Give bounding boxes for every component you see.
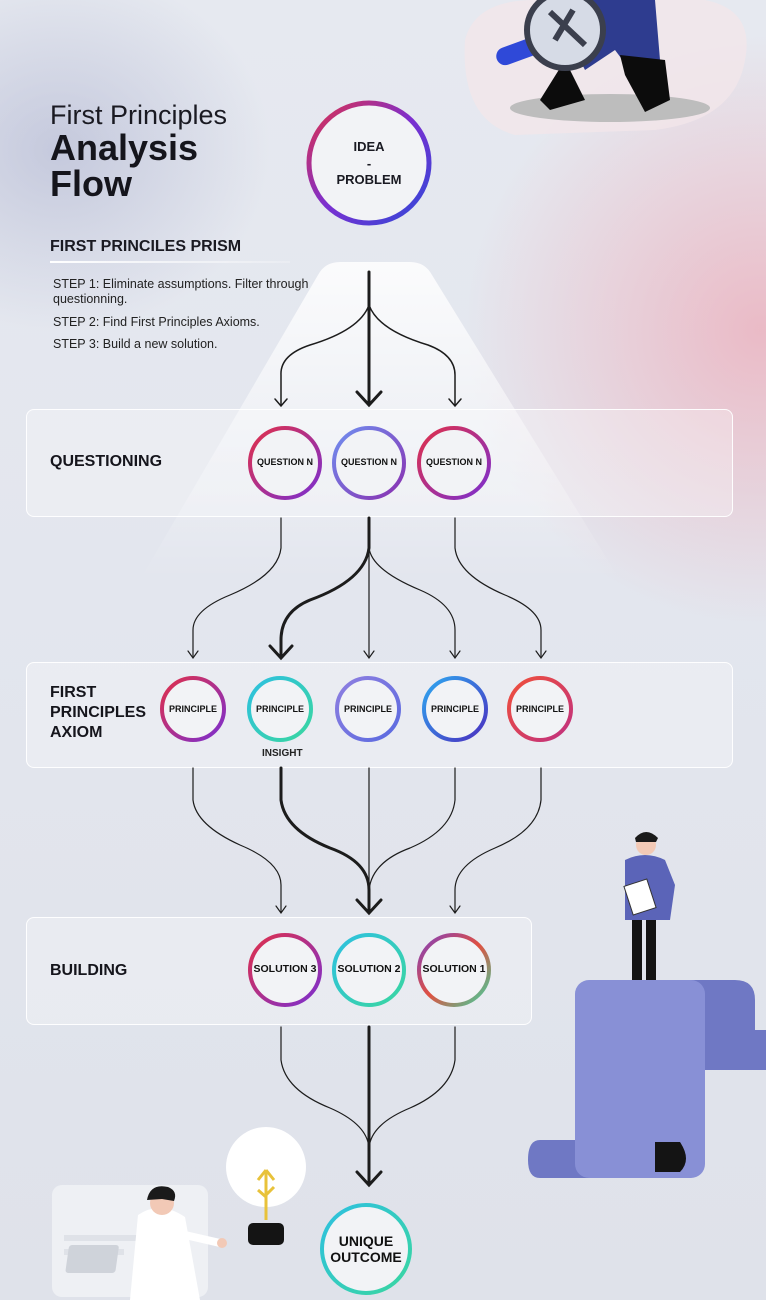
page-title-line2: Analysis — [50, 127, 199, 168]
step-1-text: STEP 1: Eliminate assumptions. Filter th… — [53, 277, 309, 306]
prism-heading: FIRST PRINCILES PRISM — [50, 238, 242, 255]
outcome-line2: OUTCOME — [330, 1249, 402, 1265]
insight-label: INSIGHT — [262, 748, 303, 759]
page-title-line1: First Principles — [50, 100, 228, 130]
principle-node-1: PRINCIPLE — [168, 704, 217, 714]
idea-node-line3: PROBLEM — [336, 172, 402, 187]
question-node-2: QUESTION N — [340, 457, 397, 467]
step-3-text: STEP 3: Build a new solution. — [53, 337, 218, 351]
principle-node-5: PRINCIPLE — [515, 704, 564, 714]
building-label: BUILDING — [50, 962, 128, 979]
solution-node-2: SOLUTION 2 — [337, 963, 401, 975]
question-node-1: QUESTION N — [256, 457, 313, 467]
question-node-3: QUESTION N — [425, 457, 482, 467]
unique-outcome-node: UNIQUE OUTCOME — [322, 1233, 410, 1265]
solution-node-3: SOLUTION 3 — [253, 963, 317, 975]
solution-node-1: SOLUTION 1 — [422, 963, 486, 975]
magnifier-person-illustration — [464, 0, 747, 135]
principle-node-3: PRINCIPLE — [343, 704, 392, 714]
idea-node-line1: IDEA — [353, 139, 385, 154]
person-with-lightbulb-illustration — [52, 1127, 306, 1300]
step-2-text: STEP 2: Find First Principles Axioms. — [53, 315, 260, 329]
idea-problem-node: IDEA - PROBLEM — [309, 139, 429, 189]
idea-node-line2: - — [366, 155, 372, 171]
principle-node-2: PRINCIPLE — [255, 704, 304, 714]
page-title-line3: Flow — [50, 163, 132, 204]
axiom-label-line1: FIRST — [50, 684, 97, 701]
outcome-line1: UNIQUE — [338, 1233, 394, 1249]
person-on-scroll-illustration — [528, 832, 766, 1178]
prism-divider — [50, 261, 290, 263]
principle-node-4: PRINCIPLE — [430, 704, 479, 714]
questioning-label: QUESTIONING — [50, 453, 163, 470]
axiom-label-line3: AXIOM — [50, 724, 103, 741]
axiom-label-line2: PRINCIPLES — [50, 704, 147, 721]
